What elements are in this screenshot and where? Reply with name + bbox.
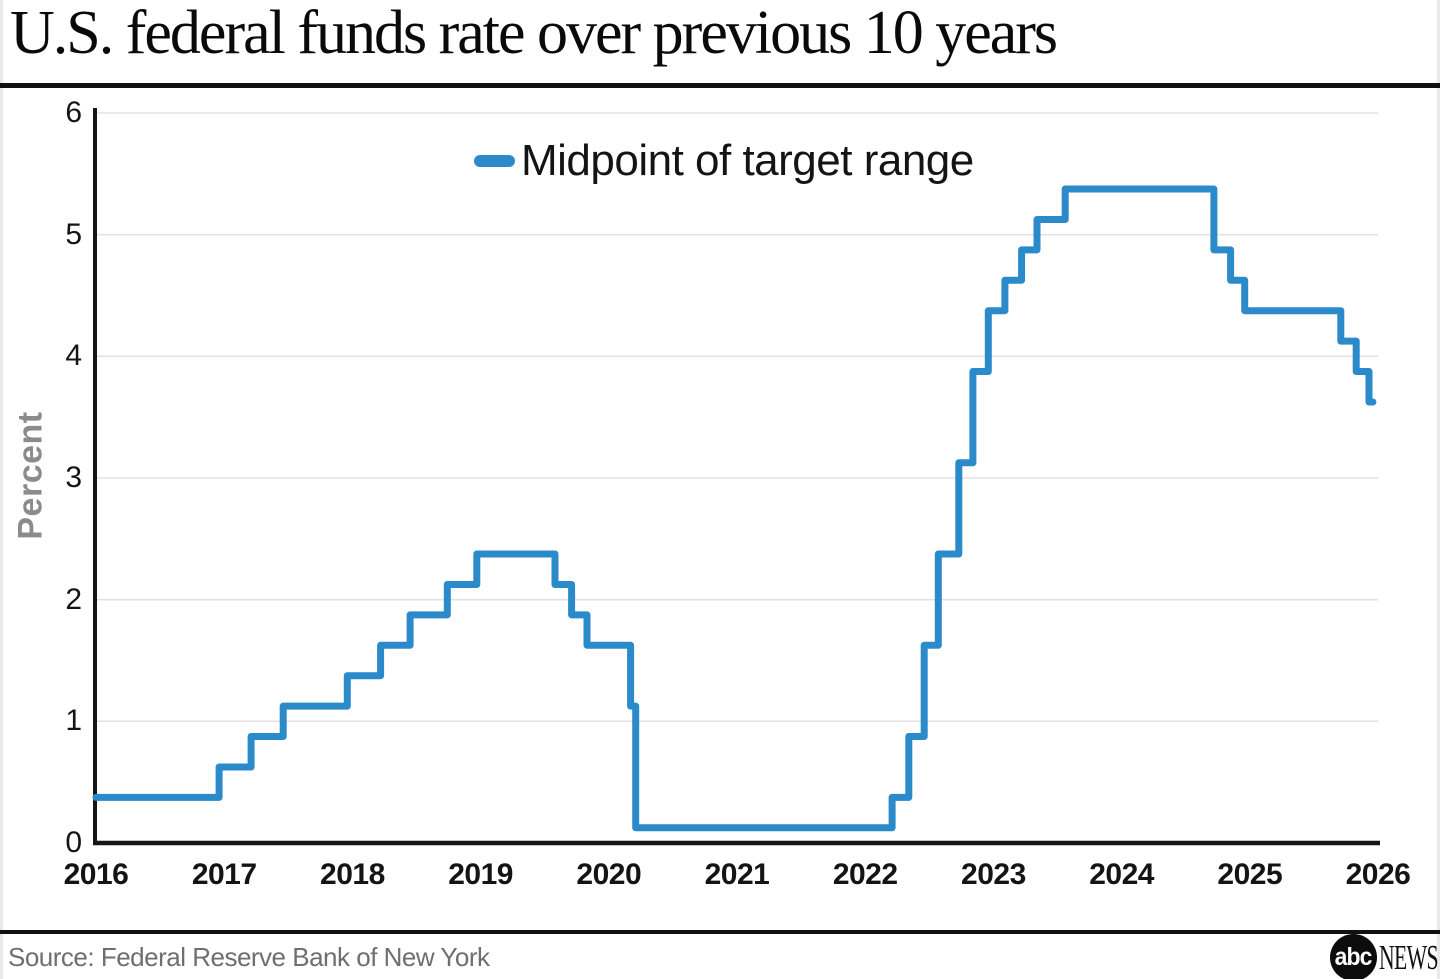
x-tick-label: 2016 [63,858,129,891]
x-tick-label: 2025 [1217,858,1283,891]
y-tick-label: 3 [65,461,82,494]
x-tick-label: 2022 [832,858,898,891]
legend: Midpoint of target range [474,136,974,186]
x-tick-label: 2023 [961,858,1026,891]
left-edge-border [0,0,3,979]
legend-line-swatch [474,155,515,167]
abc-news-logo: abc NEWS [1330,934,1440,979]
x-tick-label: 2026 [1345,858,1411,891]
footer-divider-rule [0,930,1440,934]
chart-title: U.S. federal funds rate over previous 10… [10,0,1058,67]
abc-logo-circle-icon: abc [1330,934,1377,979]
x-tick-label: 2018 [320,858,385,891]
y-tick-label: 5 [65,217,82,251]
y-tick-label: 4 [65,339,82,373]
x-tick-label: 2020 [576,858,642,891]
legend-label: Midpoint of target range [521,136,974,185]
x-tick-label: 2019 [448,858,513,891]
title-divider-rule [0,83,1440,88]
right-edge-border [1437,0,1440,979]
abc-logo-text: abc [1335,943,1373,971]
x-tick-label: 2024 [1089,858,1154,891]
y-tick-label: 6 [65,96,82,129]
news-wordmark: NEWS [1379,938,1439,977]
rate-step-line [92,185,1377,832]
x-tick-label: 2021 [704,858,770,891]
source-credit: Source: Federal Reserve Bank of New York [8,942,490,972]
x-tick-label: 2017 [191,858,257,891]
y-tick-label: 1 [65,704,82,738]
y-tick-label: 2 [65,582,82,616]
y-tick-label: 0 [65,826,82,859]
